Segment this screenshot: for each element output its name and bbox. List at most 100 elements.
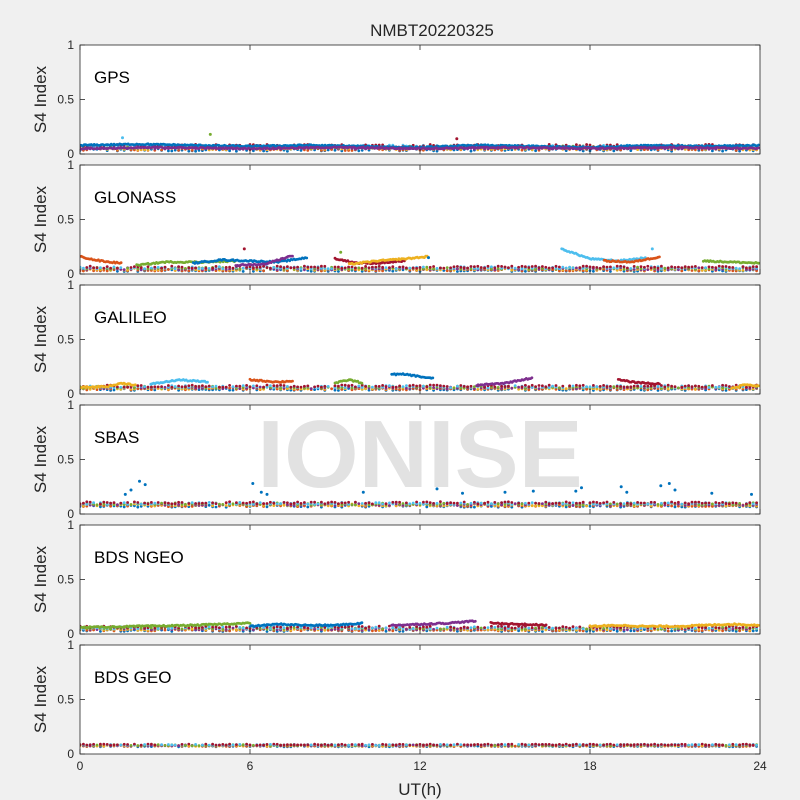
data-point <box>286 149 289 153</box>
figure-title: NMBT20220325 <box>370 21 494 40</box>
data-point <box>173 385 177 388</box>
data-point <box>245 266 249 269</box>
data-point <box>333 384 337 388</box>
data-point <box>687 384 690 387</box>
data-point <box>381 384 384 387</box>
data-point <box>585 264 588 268</box>
data-point <box>272 266 276 269</box>
data-point <box>500 387 503 390</box>
data-point <box>541 384 544 388</box>
data-point <box>415 384 418 388</box>
data-point <box>462 385 466 388</box>
data-point <box>673 385 677 389</box>
data-point <box>275 264 279 268</box>
data-point <box>367 388 371 392</box>
data-point <box>258 387 262 391</box>
data-point <box>136 387 140 390</box>
data-point <box>496 264 500 268</box>
data-point <box>581 264 585 268</box>
data-point <box>422 386 425 390</box>
data-point <box>612 385 616 389</box>
data-point <box>707 265 711 269</box>
data-point <box>534 385 537 388</box>
data-point <box>119 261 123 265</box>
data-point <box>167 384 170 387</box>
data-point <box>343 266 347 270</box>
data-point <box>469 384 473 388</box>
data-point <box>476 264 480 268</box>
data-point <box>241 384 245 387</box>
data-point <box>116 266 119 270</box>
data-point <box>126 385 129 389</box>
data-point <box>177 384 181 388</box>
data-point <box>291 254 294 258</box>
data-point <box>194 266 198 270</box>
data-point <box>680 385 684 389</box>
data-point <box>646 264 650 268</box>
data-point <box>707 267 711 271</box>
data-point <box>218 265 221 269</box>
data-point <box>136 384 140 388</box>
data-point <box>88 264 92 268</box>
data-point <box>554 264 558 268</box>
data-point <box>700 385 704 389</box>
data-point <box>466 266 469 270</box>
data-point <box>551 384 554 388</box>
data-point <box>258 265 262 269</box>
data-point <box>313 265 316 269</box>
data-point <box>401 385 405 389</box>
data-point <box>717 264 721 268</box>
data-point <box>357 266 361 270</box>
data-point <box>524 383 527 387</box>
data-point <box>568 269 571 273</box>
data-point <box>435 149 439 153</box>
data-point <box>714 266 718 269</box>
data-point <box>126 266 129 270</box>
data-point <box>459 386 463 390</box>
data-point <box>585 387 588 391</box>
data-point <box>418 266 422 269</box>
data-point <box>388 266 391 269</box>
data-point <box>167 149 170 153</box>
data-point <box>558 265 561 269</box>
data-point <box>660 264 663 268</box>
data-point <box>578 266 582 270</box>
data-point <box>224 385 228 389</box>
data-point <box>530 383 534 387</box>
data-point <box>377 265 381 268</box>
data-point <box>707 386 711 389</box>
data-point <box>605 385 609 388</box>
data-point <box>704 269 707 272</box>
data-point <box>490 267 493 271</box>
data-point <box>666 266 670 270</box>
data-point <box>92 266 95 269</box>
data-point <box>445 387 449 391</box>
data-point <box>190 383 194 387</box>
data-point <box>738 149 741 153</box>
data-point <box>544 385 548 389</box>
data-point <box>469 265 473 268</box>
data-point <box>503 385 507 388</box>
data-point <box>442 384 446 388</box>
data-point <box>650 247 654 251</box>
data-point <box>190 266 194 270</box>
y-tick-label: 0 <box>67 387 74 401</box>
data-point <box>82 266 85 270</box>
data-point <box>554 387 558 391</box>
data-point <box>320 266 323 270</box>
data-point <box>632 265 636 268</box>
data-point <box>602 384 605 387</box>
data-point <box>646 384 650 388</box>
data-point <box>289 385 293 389</box>
data-point <box>700 268 704 272</box>
data-point <box>364 267 367 270</box>
data-point <box>411 266 415 270</box>
data-point <box>85 388 89 392</box>
data-point <box>415 266 418 270</box>
data-point <box>350 386 354 390</box>
data-point <box>564 387 568 391</box>
data-point <box>343 149 347 152</box>
data-point <box>231 266 235 270</box>
